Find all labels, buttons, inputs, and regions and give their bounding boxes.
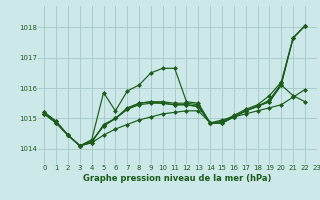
X-axis label: Graphe pression niveau de la mer (hPa): Graphe pression niveau de la mer (hPa) <box>84 174 272 183</box>
